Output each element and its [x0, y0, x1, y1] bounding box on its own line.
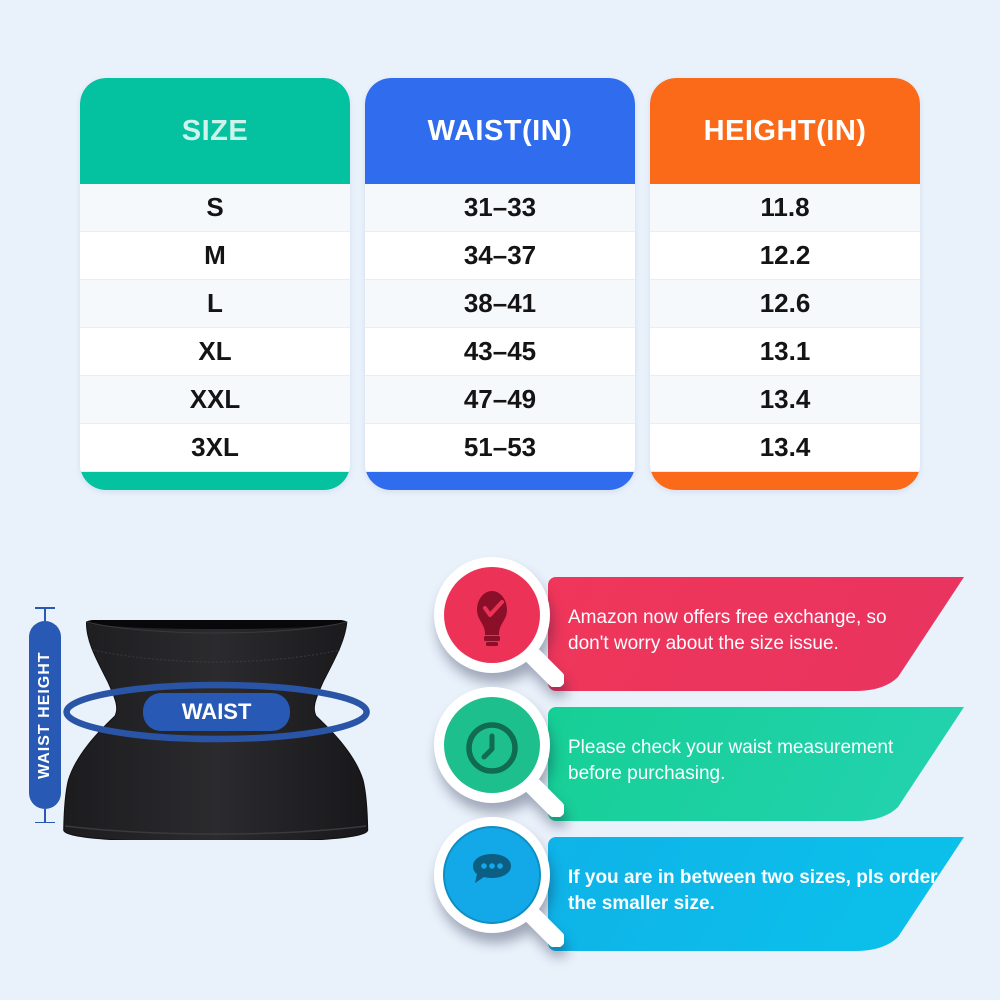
svg-text:WAIST: WAIST [182, 699, 252, 724]
